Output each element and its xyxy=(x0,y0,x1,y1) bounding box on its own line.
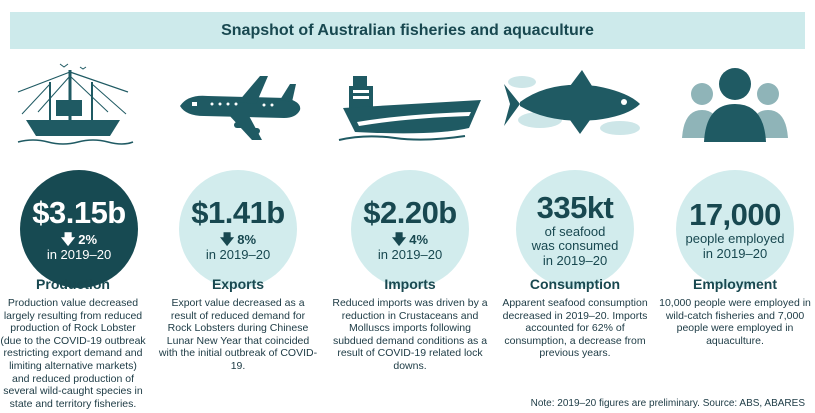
tuna-fish-icon xyxy=(495,62,655,147)
production-label: Production xyxy=(36,276,110,292)
imports-stat-circle: $2.20b 🡇 4% in 2019–20 xyxy=(351,170,469,288)
consumption-label: Consumption xyxy=(529,276,621,292)
fishing-trawler-icon xyxy=(0,62,146,147)
production-stat-circle: $3.15b 🡇 2% in 2019–20 xyxy=(20,170,138,288)
imports-card: $2.20b 🡇 4% in 2019–20 Imports Reduced im… xyxy=(330,0,490,413)
down-arrow-icon: 🡇 xyxy=(219,231,235,247)
production-card: $3.15b 🡇 2% in 2019–20 Production Product… xyxy=(0,0,146,413)
down-arrow-icon: 🡇 xyxy=(60,231,76,247)
employment-stat-circle: 17,000 people employed in 2019–20 xyxy=(676,170,794,288)
consumption-card: 335kt of seafood was consumed in 2019–20… xyxy=(495,0,655,413)
imports-description: Reduced imports was driven by a reductio… xyxy=(332,297,488,372)
employment-label: Employment xyxy=(692,276,777,292)
exports-label: Exports xyxy=(211,276,265,292)
page-title: Snapshot of Australian fisheries and aqu… xyxy=(221,21,594,39)
imports-label: Imports xyxy=(384,276,436,292)
exports-stat-circle: $1.41b 🡇 8% in 2019–20 xyxy=(179,170,297,288)
exports-change: 🡇 8% xyxy=(219,231,257,248)
imports-change: 🡇 4% xyxy=(391,231,429,248)
exports-value: $1.41b xyxy=(191,195,285,230)
source-note: Note: 2019–20 figures are preliminary. S… xyxy=(530,398,805,409)
employment-description: 10,000 people were employed in wild-catc… xyxy=(659,297,811,347)
exports-period: in 2019–20 xyxy=(205,247,271,262)
consumption-value: 335kt xyxy=(536,189,614,225)
consumption-subtext-1: of seafood xyxy=(544,223,606,239)
consumption-description: Apparent seafood consumption decreased i… xyxy=(502,297,648,360)
people-group-icon xyxy=(655,62,815,147)
imports-period: in 2019–20 xyxy=(377,247,443,262)
consumption-subtext-2: was consumed xyxy=(531,237,619,253)
production-value: $3.15b xyxy=(32,195,126,230)
employment-value: 17,000 xyxy=(689,196,781,232)
consumption-stat-circle: 335kt of seafood was consumed in 2019–20 xyxy=(516,170,634,288)
production-change: 🡇 2% xyxy=(60,231,98,248)
employment-subtext: people employed xyxy=(685,230,785,246)
employment-period: in 2019–20 xyxy=(702,245,768,261)
title-banner: Snapshot of Australian fisheries and aqu… xyxy=(10,12,805,49)
imports-value: $2.20b xyxy=(363,195,457,230)
exports-card: $1.41b 🡇 8% in 2019–20 Exports Export val… xyxy=(158,0,318,413)
exports-description: Export value decreased as a result of re… xyxy=(158,297,318,372)
production-description: Production value decreased largely resul… xyxy=(0,297,146,410)
consumption-period: in 2019–20 xyxy=(542,252,608,268)
cargo-ship-icon xyxy=(330,62,490,147)
employment-card: 17,000 people employed in 2019–20 Employ… xyxy=(655,0,815,413)
down-arrow-icon: 🡇 xyxy=(391,231,407,247)
production-period: in 2019–20 xyxy=(46,247,112,262)
airplane-icon xyxy=(158,62,318,147)
